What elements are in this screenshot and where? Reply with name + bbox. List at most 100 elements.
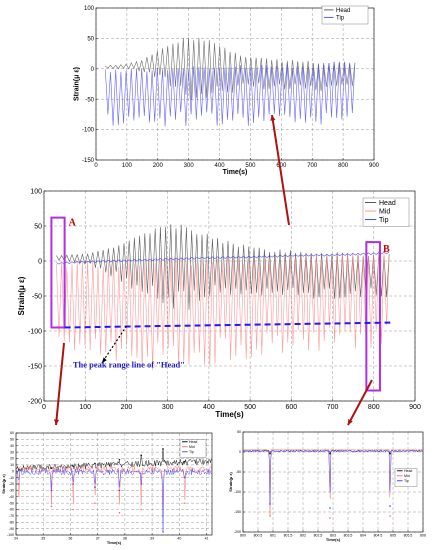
x-tick-label: 400 — [203, 404, 215, 411]
x-tick-label: 100 — [79, 404, 91, 411]
series-line — [56, 251, 390, 265]
x-tick-label: 500 — [245, 163, 256, 169]
series-line — [16, 448, 212, 472]
legend-label: Mid — [189, 445, 195, 449]
data-point — [140, 454, 143, 457]
legend-label: Mid — [379, 209, 390, 216]
data-layer — [243, 448, 423, 519]
data-point — [94, 486, 96, 488]
x-tick-label: 800 — [338, 163, 349, 169]
x-tick-label: 300 — [162, 404, 174, 411]
x-tick-label: 801 — [270, 534, 276, 538]
data-point — [17, 469, 20, 471]
legend-label: Tip — [189, 450, 194, 454]
plot-area — [96, 8, 374, 160]
y-tick-label: -50 — [236, 470, 241, 474]
data-point — [329, 507, 331, 509]
y-tick-label: 0 — [38, 258, 42, 265]
x-tick-label: 37 — [96, 537, 100, 541]
middle-chart-panel: 0 100 200 300 400 500 600 700 800 900-200-150-100… — [17, 188, 421, 419]
data-point — [50, 467, 53, 469]
series-line — [105, 37, 356, 101]
y-tick-label: 30 — [10, 450, 14, 454]
x-tick-label: 38 — [123, 537, 127, 541]
data-layer — [56, 224, 390, 371]
y-tick-label: -30 — [9, 489, 14, 493]
x-tick-label: 900 — [369, 163, 380, 169]
annotation-overlay: A B The peak range line of "Head" — [50, 114, 391, 426]
x-tick-label: 800 — [240, 534, 246, 538]
y-tick-label: 60 — [10, 431, 14, 435]
series-line — [243, 448, 423, 517]
y-tick-label: -150 — [82, 158, 95, 164]
data-point — [72, 465, 74, 467]
x-tick-label: 805 — [390, 534, 396, 538]
y-tick-label: 0 — [12, 469, 14, 473]
data-point — [162, 531, 164, 533]
x-tick-label: 802.5 — [314, 534, 323, 538]
data-point — [17, 508, 20, 511]
y-tick-label: -70 — [9, 514, 14, 518]
arrow-shaft — [347, 379, 373, 426]
y-tick-label: -60 — [9, 508, 14, 512]
y-tick-label: 50 — [34, 223, 42, 230]
arrow-to-bottom-left-panel — [53, 342, 65, 426]
x-tick-label: 40 — [177, 537, 181, 541]
x-tick-label: 0 — [42, 404, 46, 411]
x-tick-label: 806 — [420, 534, 426, 538]
arrow-shaft — [55, 342, 65, 426]
y-tick-label: 100 — [30, 188, 42, 195]
data-point — [389, 505, 391, 507]
data-point — [118, 489, 121, 492]
x-tick-label: 805.5 — [404, 534, 413, 538]
data-point — [118, 458, 121, 461]
series-tip — [243, 449, 423, 509]
data-point — [183, 460, 186, 463]
y-tick-label: 50 — [87, 37, 94, 43]
data-point — [94, 462, 96, 465]
top-chart-panel: 0 100 200 300 400 500 600 700 800 900 -150 -100 -50 0… — [73, 5, 380, 176]
y-axis-label: Strain(μ ε) — [228, 472, 233, 492]
x-tick-label: 36 — [68, 537, 72, 541]
pointer-arrowhead — [101, 357, 107, 364]
y-tick-label: -80 — [9, 520, 14, 524]
y-axis-label: Strain(μ ε) — [73, 67, 80, 101]
annotation-box-a — [50, 216, 66, 329]
y-axis-label: Strain(μ ε) — [1, 474, 6, 494]
x-tick-label: 200 — [153, 163, 164, 169]
series-line — [56, 250, 390, 371]
y-tick-label: -90 — [9, 527, 14, 531]
data-layer — [105, 37, 356, 127]
data-point — [389, 515, 391, 517]
x-tick-label: 800.5 — [254, 534, 263, 538]
x-axis-label: Time(s) — [223, 169, 248, 176]
peak-range-label: The peak range line of "Head" — [73, 359, 185, 369]
y-tick-label: -20 — [9, 482, 14, 486]
x-axis-label: Time(s) — [107, 540, 122, 545]
bottom-left-chart-panel: 34 35 36 37 38 39 40 41-100-90-80-70-60-50-40-3… — [1, 431, 213, 545]
annotation-label-b: B — [383, 244, 390, 255]
y-tick-label: -50 — [32, 293, 42, 300]
x-tick-label: 35 — [41, 537, 45, 541]
x-tick-label: 700 — [307, 163, 318, 169]
legend-box — [321, 5, 369, 25]
series-head — [105, 37, 356, 101]
series-line — [16, 467, 212, 532]
data-point — [269, 503, 271, 505]
y-tick-label: 10 — [10, 463, 14, 467]
series-tip — [16, 467, 212, 533]
data-point — [72, 483, 74, 485]
x-tick-label: 801.5 — [284, 534, 293, 538]
series-line — [56, 224, 390, 310]
arrow-head — [270, 115, 276, 121]
x-tick-label: 803.5 — [344, 534, 353, 538]
data-point — [50, 505, 53, 508]
data-point — [389, 452, 391, 455]
x-tick-label: 700 — [327, 404, 339, 411]
data-point — [329, 452, 331, 455]
legend-box — [394, 468, 418, 487]
legend-label: Tip — [336, 16, 345, 22]
